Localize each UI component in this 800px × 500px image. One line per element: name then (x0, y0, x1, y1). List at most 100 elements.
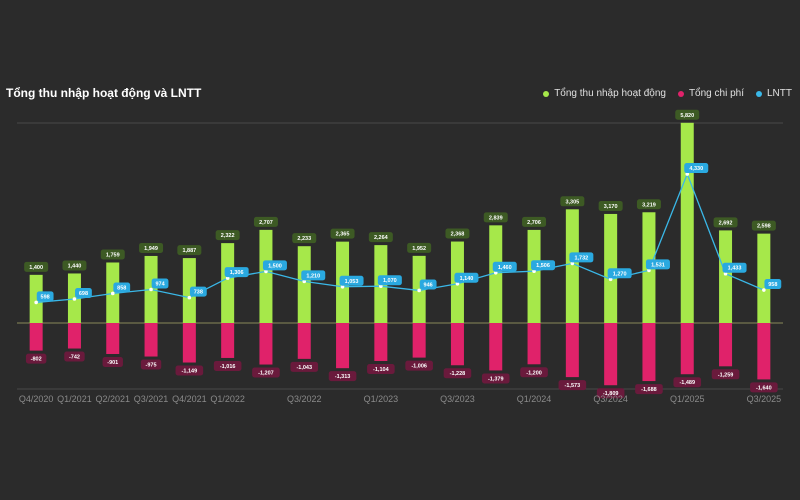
label-lntt-14: 1,732 (574, 255, 588, 261)
label-lntt-6: 1,500 (268, 263, 282, 269)
label-income-7-bg (292, 233, 317, 244)
label-lntt-12-bg (492, 261, 517, 272)
legend-label-lntt: LNTT (767, 88, 792, 99)
x-tick-Q1/2024: Q1/2024 (517, 394, 552, 404)
label-expense-13: -1,200 (526, 370, 542, 376)
label-lntt-11-bg (454, 272, 479, 283)
label-income-5-bg (215, 230, 240, 241)
point-lntt-17 (685, 172, 690, 176)
label-income-16: 3,219 (642, 202, 656, 208)
point-lntt-13 (532, 269, 536, 273)
legend: Tổng thu nhập hoạt động Tổng chi phí LNT… (543, 88, 792, 99)
x-tick-Q3/2023: Q3/2023 (440, 394, 475, 404)
bar-income-6 (259, 229, 273, 323)
legend-item-income[interactable]: Tổng thu nhập hoạt động (543, 88, 666, 99)
label-income-13-bg (522, 216, 547, 227)
point-lntt-7 (302, 279, 307, 284)
point-lntt-18 (723, 271, 728, 276)
point-lntt-9 (379, 284, 383, 288)
label-expense-16-bg (635, 384, 663, 395)
legend-item-lntt[interactable]: LNTT (756, 88, 792, 99)
point-lntt-6 (264, 269, 268, 274)
label-lntt-13-bg (531, 260, 556, 271)
label-lntt-7: 1,210 (306, 273, 320, 279)
x-tick-Q1/2023: Q1/2023 (364, 394, 399, 404)
label-income-10: 1,952 (412, 246, 426, 252)
bar-expense-2 (106, 323, 120, 354)
point-lntt-19 (762, 288, 766, 292)
label-income-17: 5,820 (680, 113, 694, 119)
label-income-9-bg (368, 232, 393, 243)
bar-expense-9 (374, 323, 388, 361)
bar-expense-13 (527, 323, 541, 365)
label-expense-15-bg (596, 388, 625, 399)
x-tick-Q1/2022: Q1/2022 (210, 394, 245, 404)
bar-income-18 (719, 230, 733, 323)
x-tick-Q3/2024: Q3/2024 (593, 394, 628, 404)
bar-expense-6 (259, 323, 273, 365)
label-lntt-15-bg (607, 268, 632, 279)
label-expense-15: -1,809 (603, 391, 619, 397)
bar-expense-12 (489, 323, 503, 371)
x-tick-Q4/2020: Q4/2020 (19, 394, 54, 404)
bar-expense-0 (29, 323, 43, 351)
label-expense-18: -1,259 (718, 372, 734, 378)
point-lntt-4 (187, 295, 192, 300)
label-lntt-2: 858 (117, 285, 126, 291)
chart-title: Tổng thu nhập hoạt động và LNTT (6, 86, 202, 100)
label-lntt-19-bg (764, 279, 782, 290)
legend-label-expense: Tổng chi phí (688, 88, 744, 99)
label-expense-19-bg (750, 382, 778, 393)
label-lntt-9: 1,070 (383, 278, 397, 284)
label-expense-9-bg (367, 363, 395, 374)
label-expense-1: -742 (69, 355, 80, 361)
label-expense-9: -1,104 (373, 367, 390, 373)
point-lntt-5 (225, 276, 230, 280)
bar-expense-3 (144, 323, 158, 357)
label-income-11-bg (445, 228, 470, 239)
label-income-4-bg (177, 245, 202, 256)
label-expense-0-bg (25, 353, 47, 364)
label-expense-8-bg (328, 371, 357, 382)
point-lntt-15 (608, 277, 613, 282)
label-lntt-5: 1,306 (230, 270, 244, 276)
label-lntt-4: 738 (194, 290, 203, 296)
bar-expense-17 (680, 323, 694, 375)
label-income-11: 2,368 (451, 232, 465, 238)
label-lntt-3: 974 (155, 281, 165, 287)
label-income-8-bg (330, 228, 355, 239)
x-tick-Q1/2025: Q1/2025 (670, 394, 705, 404)
label-expense-5: -1,016 (220, 364, 236, 370)
bar-expense-19 (757, 323, 771, 380)
label-income-15-bg (598, 200, 623, 211)
label-expense-4-bg (175, 365, 204, 376)
bar-income-5 (221, 243, 235, 323)
label-income-16-bg (636, 199, 661, 210)
label-expense-18-bg (711, 369, 740, 380)
label-expense-16: -1,688 (641, 387, 657, 393)
label-lntt-14-bg (569, 252, 594, 263)
label-lntt-8: 1,053 (345, 279, 359, 285)
legend-label-income: Tổng thu nhập hoạt động (554, 88, 666, 99)
label-income-6: 2,707 (259, 220, 273, 226)
legend-dot-expense (677, 90, 684, 97)
label-expense-14: -1,573 (565, 383, 581, 389)
label-lntt-10: 946 (424, 282, 433, 288)
label-lntt-15: 1,270 (613, 271, 627, 277)
label-lntt-13: 1,506 (536, 263, 550, 269)
point-lntt-8 (340, 284, 345, 289)
label-expense-11: -1,228 (450, 371, 466, 377)
label-income-12-bg (483, 212, 508, 223)
label-lntt-2-bg (113, 282, 131, 293)
bar-expense-7 (297, 323, 311, 359)
label-lntt-18: 1,433 (728, 266, 742, 272)
point-lntt-14 (570, 261, 575, 266)
legend-dot-income (543, 90, 550, 97)
label-expense-8: -1,313 (335, 374, 351, 380)
legend-item-expense[interactable]: Tổng chi phí (677, 88, 744, 99)
label-income-6-bg (253, 216, 278, 227)
bar-expense-18 (719, 323, 733, 367)
bar-income-7 (297, 246, 311, 323)
label-lntt-9-bg (377, 275, 402, 286)
